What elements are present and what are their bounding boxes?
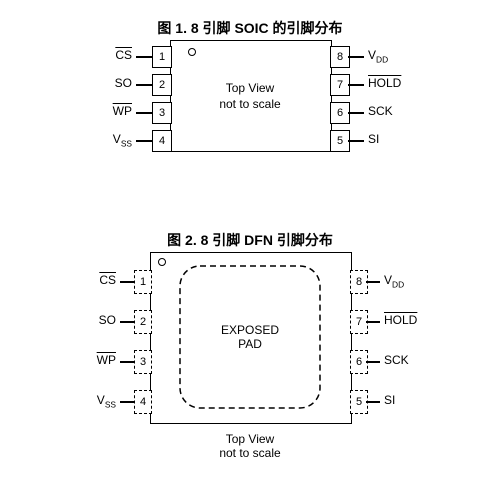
pin-3-lead bbox=[136, 112, 152, 114]
pin-5-lead bbox=[366, 401, 380, 403]
pin-5-label: SI bbox=[384, 393, 444, 407]
pin-4-lead bbox=[120, 401, 134, 403]
figure-2-caption-line2: not to scale bbox=[0, 446, 500, 460]
pin-6-label: SCK bbox=[368, 104, 428, 118]
figure-2-caption: Top View not to scale bbox=[0, 432, 500, 460]
pin-3-label: WP bbox=[86, 104, 132, 118]
figure-2-title: 图 2. 8 引脚 DFN 引脚分布 bbox=[0, 230, 500, 250]
pin-6-label: SCK bbox=[384, 353, 444, 367]
pin-8-box: 8 bbox=[330, 46, 350, 68]
pin-8-lead bbox=[366, 281, 380, 283]
pin-4-box: 4 bbox=[152, 130, 172, 152]
pin-8-lead bbox=[348, 56, 364, 58]
pin-6-lead bbox=[348, 112, 364, 114]
pin-3-box: 3 bbox=[152, 102, 172, 124]
pin-2-label: SO bbox=[86, 76, 132, 90]
figure-2-diagram: EXPOSEDPAD1CS2SO3WP4VSS8VDD7HOLD6SCK5SI bbox=[0, 252, 500, 432]
pin-2-box: 2 bbox=[152, 74, 172, 96]
pin-2-box: 2 bbox=[134, 310, 152, 334]
pin-4-label: VSS bbox=[86, 132, 132, 148]
pin-4-label: VSS bbox=[70, 393, 116, 409]
figure-2-caption-line1: Top View bbox=[0, 432, 500, 446]
pin-2-lead bbox=[120, 321, 134, 323]
figure-1-diagram: Top View not to scale 1 CS 2 SO 3 WP 4 VSS 8 VDD 7 HO… bbox=[0, 40, 500, 160]
pin-7-box: 7 bbox=[330, 74, 350, 96]
pin-8-label: VDD bbox=[384, 273, 444, 289]
pin-1-box: 1 bbox=[152, 46, 172, 68]
soic-body bbox=[170, 40, 332, 152]
chip-center-text-1: Top View bbox=[170, 81, 330, 95]
pin-5-label: SI bbox=[368, 132, 428, 146]
pin-4-box: 4 bbox=[134, 390, 152, 414]
pin-7-lead bbox=[348, 84, 364, 86]
pin-7-label: HOLD bbox=[368, 76, 428, 90]
pin-2-label: SO bbox=[70, 313, 116, 327]
pin-2-lead bbox=[136, 84, 152, 86]
pin-7-lead bbox=[366, 321, 380, 323]
pin-5-lead bbox=[348, 140, 364, 142]
chip-center-text-2: not to scale bbox=[170, 97, 330, 111]
figure-2: 图 2. 8 引脚 DFN 引脚分布 bbox=[0, 230, 500, 250]
pin-3-box: 3 bbox=[134, 350, 152, 374]
pin-3-lead bbox=[120, 361, 134, 363]
pin-1-lead bbox=[136, 56, 152, 58]
figure-1-title: 图 1. 8 引脚 SOIC 的引脚分布 bbox=[0, 18, 500, 38]
pin-6-lead bbox=[366, 361, 380, 363]
pin-7-label: HOLD bbox=[384, 313, 444, 327]
pin-4-lead bbox=[136, 140, 152, 142]
figure-1: 图 1. 8 引脚 SOIC 的引脚分布 bbox=[0, 18, 500, 38]
pin-6-box: 6 bbox=[330, 102, 350, 124]
pin-1-box: 1 bbox=[134, 270, 152, 294]
pin-3-label: WP bbox=[70, 353, 116, 367]
pin-1-label: CS bbox=[70, 273, 116, 287]
pin-5-box: 5 bbox=[330, 130, 350, 152]
pin-1-lead bbox=[120, 281, 134, 283]
pin1-indicator-dot bbox=[188, 48, 196, 56]
exposed-pad-label: EXPOSEDPAD bbox=[180, 323, 320, 351]
pin-8-label: VDD bbox=[368, 48, 428, 64]
pin-1-label: CS bbox=[86, 48, 132, 62]
